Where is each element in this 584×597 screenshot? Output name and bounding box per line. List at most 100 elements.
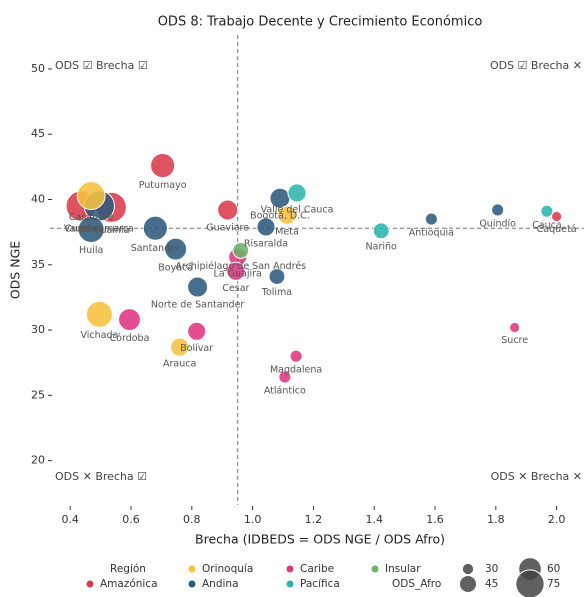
point-label: Quindío: [479, 218, 516, 229]
legend-label: Andina: [202, 578, 239, 590]
chart-title: ODS 8: Trabajo Decente y Crecimiento Eco…: [158, 15, 483, 30]
point-label: Vichada: [80, 330, 118, 341]
bubble: [85, 300, 113, 328]
size-legend-label: 30: [485, 563, 498, 575]
legend-marker: [86, 580, 94, 588]
y-tick-label: 40: [31, 193, 45, 206]
point-label: Nariño: [366, 241, 397, 252]
point-label: Guaviare: [206, 222, 249, 233]
legend-marker: [188, 580, 196, 588]
size-legend-marker: [515, 569, 545, 597]
point-label: Bolívar: [180, 343, 213, 354]
bubble: [268, 268, 286, 285]
x-tick-label: 0.6: [122, 513, 140, 526]
point-label: Putumayo: [139, 180, 187, 191]
y-tick-label: 50: [31, 62, 45, 75]
legend-label: Caribe: [300, 563, 334, 575]
quadrant-label: ODS ✕ Brecha ☑: [55, 470, 147, 483]
point-label: Atlántico: [264, 386, 306, 397]
point-label: Risaralda: [244, 238, 288, 249]
quadrant-label: ODS ☑ Brecha ☑: [55, 59, 148, 72]
y-tick-label: 20: [31, 454, 45, 467]
bubble: [150, 152, 176, 179]
x-tick-label: 1.2: [305, 513, 323, 526]
legend-label: Orinoquía: [202, 563, 253, 575]
point-label: Huila: [79, 245, 103, 256]
point-label: Caquetá: [537, 224, 577, 235]
point-label: Valle del Cauca: [261, 205, 334, 216]
bubble: [277, 205, 297, 225]
bubble: [77, 216, 105, 244]
x-tick-label: 1.8: [487, 513, 505, 526]
bubble: [278, 370, 292, 384]
y-axis-title: ODS NGE: [8, 241, 23, 299]
bubble: [170, 337, 190, 357]
x-tick-label: 1.4: [365, 513, 383, 526]
point-label: Casanare: [69, 212, 114, 223]
size-legend-label: 45: [485, 578, 498, 590]
bubble: [118, 308, 141, 332]
legend-marker: [371, 565, 379, 573]
point-label: Bogotá, D.C.: [250, 211, 310, 222]
y-tick-label: 25: [31, 388, 45, 401]
point-label: Boyacá: [158, 263, 193, 274]
bubble: [509, 321, 521, 334]
bubble: [372, 222, 390, 240]
quadrant-label: ODS ✕ Brecha ✕: [491, 470, 582, 483]
point-label: Antioquia: [409, 228, 454, 239]
point-label: Cesar: [222, 283, 249, 294]
bubble: [256, 217, 276, 237]
x-tick-label: 1.6: [426, 513, 444, 526]
point-label: Norte de Santander: [151, 299, 245, 310]
x-axis-title: Brecha (IDBEDS = ODS NGE / ODS Afro): [195, 532, 445, 547]
point-label: Cundinamarca: [65, 224, 134, 235]
legend-marker: [188, 565, 196, 573]
legend-label: Insular: [385, 563, 421, 575]
bubble: [187, 321, 207, 341]
y-tick-label: 30: [31, 323, 45, 336]
legend-label: Pacífica: [300, 578, 340, 590]
quadrant-label: ODS ☑ Brecha ✕: [490, 59, 582, 72]
bubble: [187, 276, 209, 298]
point-label: Guainía: [93, 225, 129, 236]
x-tick-label: 0.8: [183, 513, 201, 526]
y-tick-label: 35: [31, 258, 45, 271]
point-label: Meta: [275, 227, 299, 238]
x-tick-label: 0.4: [61, 513, 79, 526]
legend-label: Amazónica: [100, 578, 158, 590]
point-label: Vaupés: [64, 224, 98, 235]
bubble: [164, 237, 188, 261]
point-label: Tolima: [261, 287, 292, 298]
size-legend-label: 75: [547, 578, 560, 590]
bubble: [76, 181, 106, 211]
legend-marker: [286, 565, 294, 573]
bubble: [287, 183, 307, 203]
y-tick-label: 45: [31, 127, 45, 140]
bubble: [217, 199, 239, 221]
x-tick-label: 2.0: [548, 513, 566, 526]
point-label: Magdalena: [270, 365, 322, 376]
size-legend-title: ODS_Afro: [392, 578, 441, 590]
point-label: Sucre: [501, 335, 528, 346]
bubble: [226, 261, 246, 281]
point-label: Cauca: [532, 220, 562, 231]
bubble: [142, 215, 168, 241]
size-legend-marker: [461, 562, 475, 576]
bubble: [491, 203, 505, 217]
x-tick-label: 1.0: [244, 513, 262, 526]
legend-marker: [286, 580, 294, 588]
point-label: Córdoba: [110, 333, 150, 344]
size-legend-label: 60: [547, 563, 560, 575]
bubble: [289, 349, 303, 363]
point-label: Arauca: [163, 359, 196, 370]
bubble: [424, 212, 438, 226]
legend-title: Región: [110, 563, 146, 575]
point-label: La Guajira: [214, 269, 262, 280]
bubble: [540, 204, 554, 218]
point-label: Santander: [131, 243, 180, 254]
bubble: [551, 210, 563, 223]
bubble: [232, 241, 250, 259]
point-label: Archipiélago de San Andrés: [175, 261, 306, 272]
size-legend-marker: [459, 575, 477, 593]
